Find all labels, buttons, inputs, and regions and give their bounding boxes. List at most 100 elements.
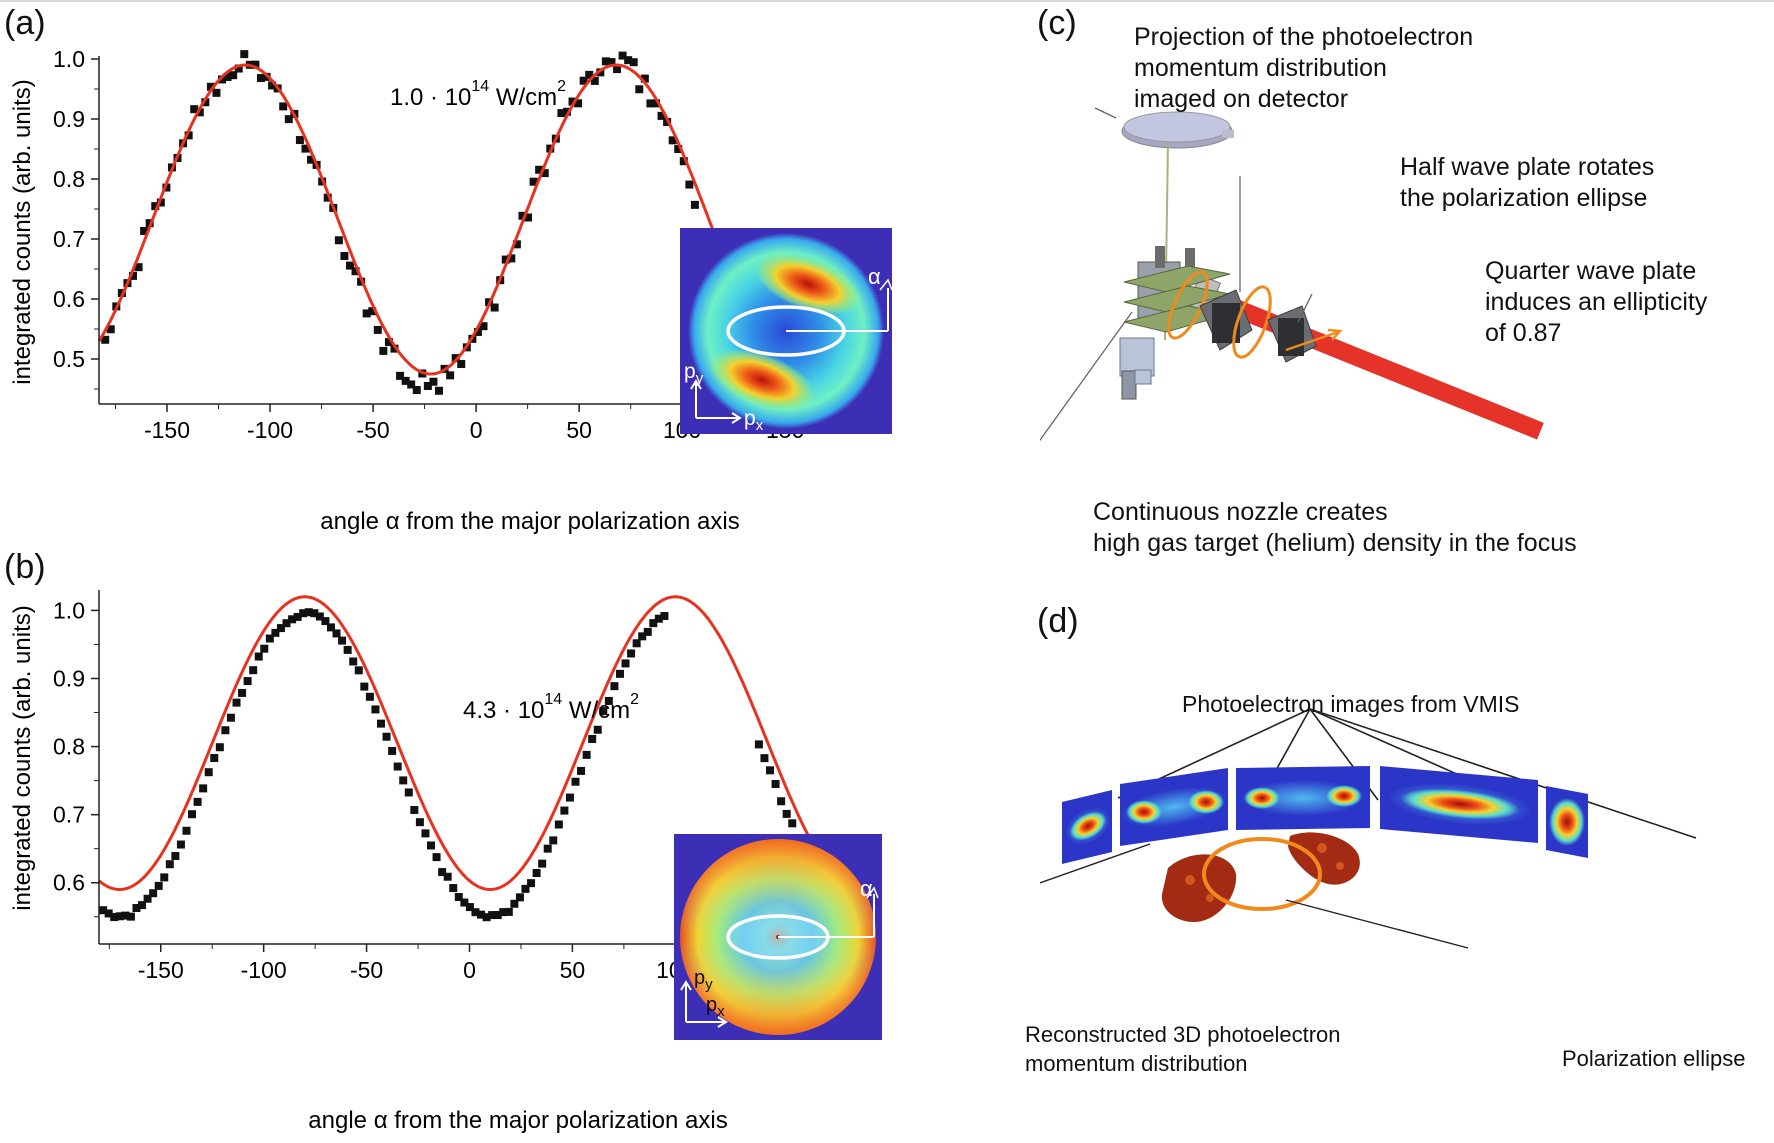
data-point bbox=[396, 371, 405, 380]
data-point bbox=[488, 911, 497, 920]
data-point bbox=[532, 869, 541, 878]
x-axis-label-a: angle α from the major polarization axis bbox=[320, 508, 739, 535]
data-point bbox=[382, 732, 391, 741]
y-tick-label-1: 0.9 bbox=[53, 666, 85, 692]
data-point bbox=[195, 108, 204, 117]
data-point bbox=[271, 628, 280, 637]
data-point bbox=[782, 809, 791, 818]
y-tick-label-1: 0.8 bbox=[53, 734, 85, 760]
data-point bbox=[540, 169, 549, 178]
data-point bbox=[493, 911, 502, 920]
data-point bbox=[268, 81, 277, 90]
data-point bbox=[376, 719, 385, 728]
y-tick-label-0: 0.9 bbox=[53, 106, 85, 132]
data-point bbox=[621, 659, 630, 668]
panel-label-a: (a) bbox=[4, 4, 46, 42]
data-point bbox=[624, 56, 633, 65]
data-point bbox=[407, 380, 416, 389]
data-point bbox=[473, 327, 482, 336]
data-point bbox=[412, 386, 421, 395]
panel-label-d: (d) bbox=[1037, 602, 1079, 640]
data-point bbox=[504, 907, 513, 916]
data-point bbox=[618, 51, 627, 60]
data-point bbox=[535, 165, 544, 174]
data-point bbox=[256, 74, 265, 83]
svg-text:α: α bbox=[868, 264, 881, 289]
data-point bbox=[190, 105, 199, 114]
x-tick-label-1: -150 bbox=[138, 957, 184, 983]
data-point bbox=[543, 844, 552, 853]
data-point bbox=[482, 913, 491, 922]
x-tick-label-0: 50 bbox=[566, 417, 592, 443]
data-point bbox=[138, 901, 147, 910]
vmis-annotation: Photoelectron images from VMIS bbox=[1182, 691, 1520, 717]
data-point bbox=[585, 70, 594, 79]
data-point bbox=[690, 200, 699, 209]
fit-line-1 bbox=[98, 595, 841, 892]
data-point bbox=[685, 180, 694, 189]
data-point bbox=[251, 60, 260, 69]
data-point bbox=[284, 115, 293, 124]
data-point bbox=[627, 649, 636, 658]
data-point bbox=[399, 776, 408, 785]
data-point bbox=[362, 309, 371, 318]
data-point bbox=[332, 629, 341, 638]
data-point bbox=[479, 322, 488, 331]
data-point bbox=[443, 872, 452, 881]
data-point bbox=[549, 836, 558, 845]
data-point bbox=[660, 611, 669, 620]
data-point bbox=[140, 226, 149, 235]
data-point bbox=[499, 908, 508, 917]
data-point bbox=[788, 819, 797, 828]
data-point bbox=[632, 639, 641, 648]
data-point bbox=[340, 252, 349, 261]
data-point bbox=[593, 725, 602, 734]
panel-label-c: (c) bbox=[1037, 4, 1077, 42]
data-point bbox=[338, 636, 347, 645]
data-point bbox=[432, 853, 441, 862]
data-point bbox=[301, 144, 310, 153]
data-point bbox=[212, 88, 221, 97]
data-point bbox=[176, 840, 185, 849]
data-point bbox=[471, 908, 480, 917]
y-axis-label-b: integrated counts (arb. units) bbox=[9, 605, 36, 911]
data-point bbox=[218, 75, 227, 84]
data-point bbox=[766, 766, 775, 775]
data-point bbox=[554, 820, 563, 829]
polarization-ellipse-annotation: Polarization ellipse bbox=[1562, 1046, 1746, 1071]
data-point bbox=[368, 307, 377, 316]
data-point bbox=[249, 666, 258, 675]
data-point bbox=[232, 698, 241, 707]
svg-text:px: px bbox=[706, 994, 725, 1020]
data-point bbox=[529, 177, 538, 186]
data-point bbox=[334, 236, 343, 245]
top-border bbox=[0, 0, 1774, 2]
data-point bbox=[288, 615, 297, 624]
data-point bbox=[679, 157, 688, 166]
data-point bbox=[282, 619, 291, 628]
data-point bbox=[226, 713, 235, 722]
data-point bbox=[101, 335, 110, 344]
data-point bbox=[435, 386, 443, 395]
data-point bbox=[607, 58, 616, 67]
data-point bbox=[156, 198, 165, 207]
data-point bbox=[321, 617, 330, 626]
data-point bbox=[304, 608, 313, 617]
data-point bbox=[276, 624, 285, 633]
data-point bbox=[446, 371, 455, 380]
data-point bbox=[193, 797, 202, 806]
data-point bbox=[149, 889, 158, 898]
data-point bbox=[295, 136, 304, 145]
svg-text:py: py bbox=[684, 360, 704, 387]
data-point bbox=[629, 58, 638, 67]
data-point bbox=[421, 829, 430, 838]
data-point bbox=[315, 612, 324, 621]
data-point bbox=[379, 346, 388, 355]
intensity-label-a: 1.0 · 1014 W/cm2 bbox=[390, 78, 566, 111]
x-tick-label-1: -100 bbox=[241, 957, 287, 983]
data-point bbox=[115, 912, 124, 921]
data-point bbox=[451, 354, 460, 363]
data-point bbox=[423, 382, 432, 391]
data-point bbox=[410, 805, 419, 814]
data-point bbox=[260, 644, 269, 653]
